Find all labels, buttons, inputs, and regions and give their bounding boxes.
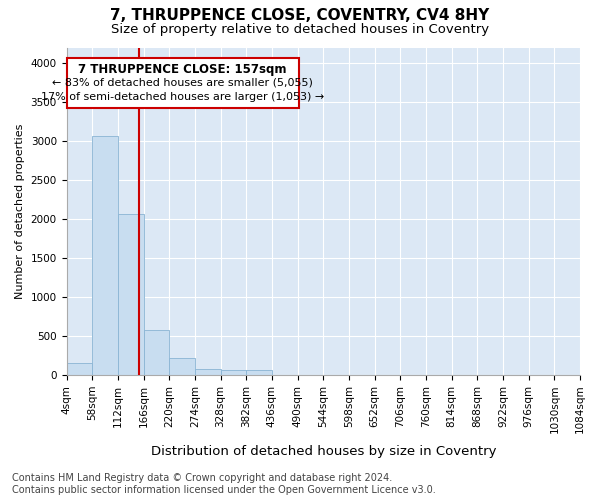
Bar bbox=[118, 214, 143, 375]
Bar bbox=[169, 358, 195, 375]
Text: 7, THRUPPENCE CLOSE, COVENTRY, CV4 8HY: 7, THRUPPENCE CLOSE, COVENTRY, CV4 8HY bbox=[110, 8, 490, 22]
Bar bbox=[221, 370, 246, 375]
Bar bbox=[67, 364, 92, 375]
Bar bbox=[143, 330, 169, 375]
Bar bbox=[92, 136, 118, 375]
Y-axis label: Number of detached properties: Number of detached properties bbox=[15, 124, 25, 299]
FancyBboxPatch shape bbox=[67, 58, 299, 108]
Text: 17% of semi-detached houses are larger (1,053) →: 17% of semi-detached houses are larger (… bbox=[41, 92, 324, 102]
Text: Size of property relative to detached houses in Coventry: Size of property relative to detached ho… bbox=[111, 22, 489, 36]
Bar bbox=[195, 369, 221, 375]
Text: ← 83% of detached houses are smaller (5,055): ← 83% of detached houses are smaller (5,… bbox=[52, 78, 313, 88]
X-axis label: Distribution of detached houses by size in Coventry: Distribution of detached houses by size … bbox=[151, 444, 496, 458]
Bar bbox=[246, 370, 272, 375]
Text: 7 THRUPPENCE CLOSE: 157sqm: 7 THRUPPENCE CLOSE: 157sqm bbox=[78, 62, 287, 76]
Text: Contains HM Land Registry data © Crown copyright and database right 2024.
Contai: Contains HM Land Registry data © Crown c… bbox=[12, 474, 436, 495]
